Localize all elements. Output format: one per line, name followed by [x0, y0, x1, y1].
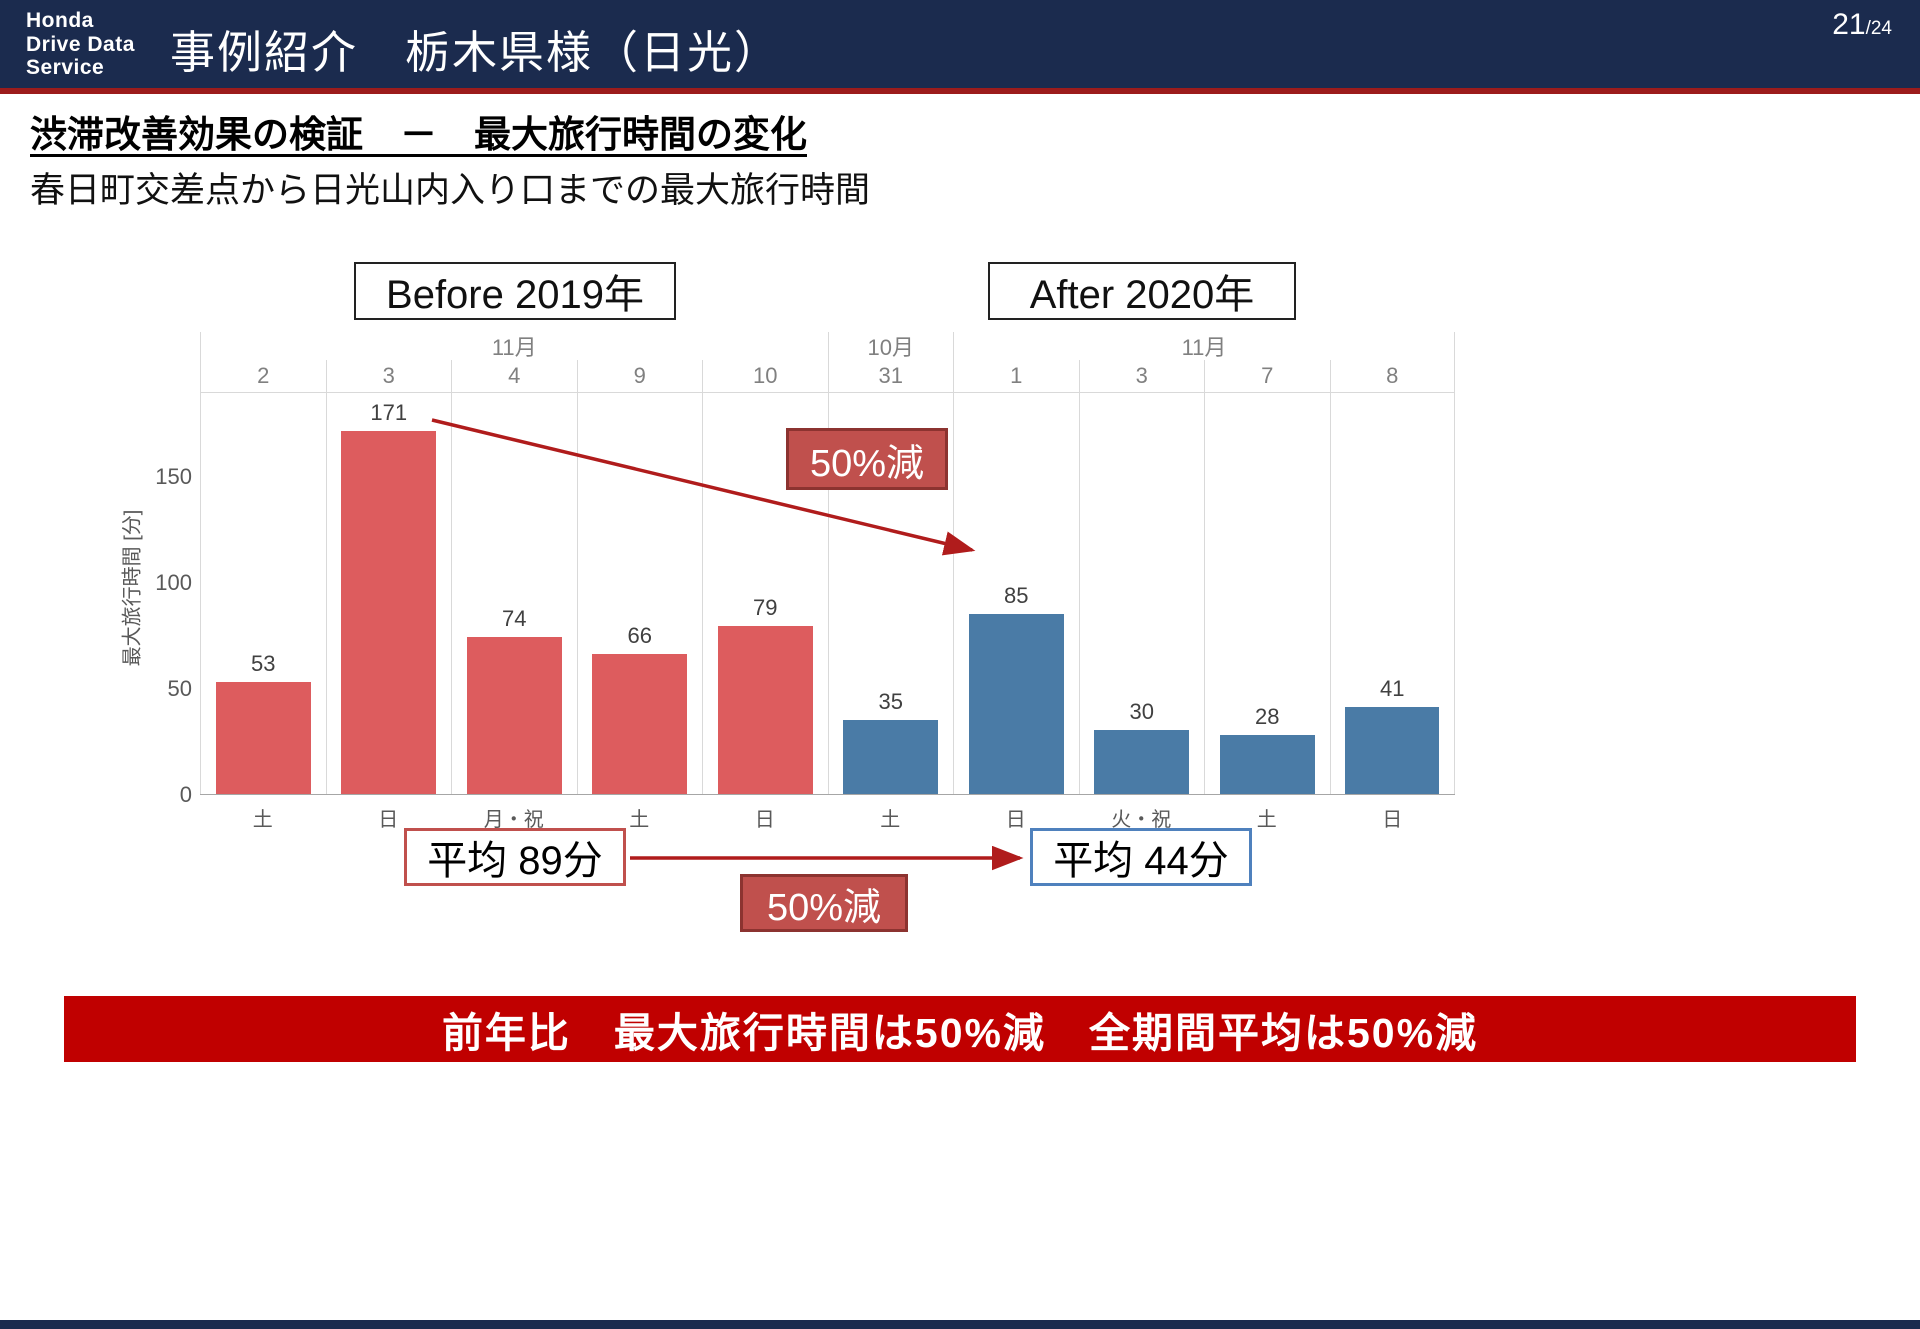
- weekday-label: 日: [378, 808, 399, 831]
- bar-value-label: 171: [370, 400, 408, 426]
- weekday-label: 土: [629, 808, 650, 831]
- bar-value-label: 30: [1129, 699, 1154, 725]
- date-label: 4: [451, 360, 577, 392]
- page-number-current: 21: [1832, 8, 1866, 41]
- page-number-total: /24: [1865, 18, 1892, 39]
- bar-value-label: 74: [502, 606, 527, 632]
- after-group-label-box: After 2020年: [988, 262, 1296, 320]
- bottom-accent-strip: [0, 1320, 1920, 1329]
- bar-chart-plot-area: 53 171 74 66 79 35 85 30 28 41: [200, 392, 1455, 795]
- honda-drive-data-service-logo: Honda Drive Data Service: [26, 9, 135, 80]
- reduction-badge-top: 50%減: [786, 428, 948, 490]
- weekday-label: 日: [1005, 808, 1026, 831]
- page-number: 21/24: [1832, 8, 1892, 42]
- weekday-label: 火・祝: [1111, 808, 1172, 831]
- weekday-label: 土: [880, 808, 901, 831]
- date-label: 2: [200, 360, 326, 392]
- y-tick-label: 0: [179, 782, 192, 807]
- month-label: 11月: [200, 332, 828, 360]
- bar-value-label: 79: [753, 595, 778, 621]
- bar: [717, 626, 813, 794]
- bar: [341, 431, 437, 794]
- chart-column: 85: [953, 393, 1079, 794]
- weekday-label: 月・祝: [483, 808, 544, 831]
- bar: [968, 613, 1064, 794]
- bar-value-label: 35: [878, 688, 903, 714]
- month-label: 10月: [827, 332, 954, 360]
- slide-title: 事例紹介 栃木県様（日光）: [170, 27, 782, 78]
- y-tick-label: 150: [155, 463, 192, 489]
- bar-value-label: 53: [251, 650, 276, 676]
- chart-column: 28: [1204, 393, 1330, 794]
- logo-line-1: Honda: [26, 9, 94, 32]
- bar: [592, 654, 688, 794]
- date-label: 7: [1204, 360, 1330, 392]
- chart-column: 79: [702, 393, 828, 794]
- weekday-label: 日: [1382, 808, 1403, 831]
- bar-value-label: 28: [1255, 703, 1280, 729]
- header-bar: Honda Drive Data Service 事例紹介 栃木県様（日光） 2…: [0, 0, 1920, 88]
- summary-banner: 前年比 最大旅行時間は50%減 全期間平均は50%減: [64, 996, 1856, 1062]
- date-label: 31: [827, 360, 954, 392]
- bar: [215, 681, 311, 794]
- chart-column: 66: [576, 393, 703, 794]
- date-label: 10: [702, 360, 828, 392]
- bar: [1219, 734, 1315, 794]
- weekday-label: 日: [754, 808, 775, 831]
- y-axis-ticks: 0 50 100 150: [140, 0, 192, 1000]
- header-accent-line: [0, 88, 1920, 94]
- chart-column: 30: [1078, 393, 1205, 794]
- date-label: 8: [1329, 360, 1455, 392]
- weekday-label: 土: [1256, 808, 1277, 831]
- before-group-label-box: Before 2019年: [354, 262, 676, 320]
- bar-value-label: 66: [627, 623, 652, 649]
- bar-value-label: 41: [1380, 676, 1405, 702]
- bar: [1094, 730, 1190, 794]
- average-before-box: 平均 89分: [404, 828, 626, 886]
- month-label: 11月: [953, 332, 1455, 360]
- chart-column: 171: [325, 393, 452, 794]
- chart-column: 53: [200, 393, 326, 794]
- logo-line-2: Drive Data: [26, 32, 135, 56]
- bar: [1345, 707, 1440, 794]
- date-label: 9: [576, 360, 703, 392]
- reduction-badge-bottom: 50%減: [740, 874, 908, 932]
- y-tick-label: 50: [167, 675, 192, 701]
- date-label: 3: [1078, 360, 1205, 392]
- chart-column: 35: [827, 393, 954, 794]
- section-subheading: 春日町交差点から日光山内入り口までの最大旅行時間: [30, 171, 871, 210]
- logo-line-3: Service: [26, 56, 105, 80]
- bar-value-label: 85: [1004, 582, 1029, 608]
- y-tick-label: 100: [155, 569, 192, 595]
- chart-column: 74: [451, 393, 577, 794]
- average-after-box: 平均 44分: [1030, 828, 1252, 886]
- date-label: 1: [953, 360, 1079, 392]
- chart-column: 41: [1329, 393, 1455, 794]
- date-axis-row: 2 3 4 9 10 31 1 3 7 8: [200, 360, 1455, 392]
- bar: [843, 719, 939, 794]
- section-heading: 渋滞改善効果の検証 － 最大旅行時間の変化: [30, 114, 807, 155]
- month-axis-row: 11月 10月 11月: [200, 332, 1455, 360]
- weekday-label: 土: [252, 808, 273, 831]
- bar: [466, 637, 562, 794]
- weekday-axis-row: 土 日 月・祝 土 日 土 日 火・祝 土 日: [200, 800, 1455, 834]
- date-label: 3: [325, 360, 452, 392]
